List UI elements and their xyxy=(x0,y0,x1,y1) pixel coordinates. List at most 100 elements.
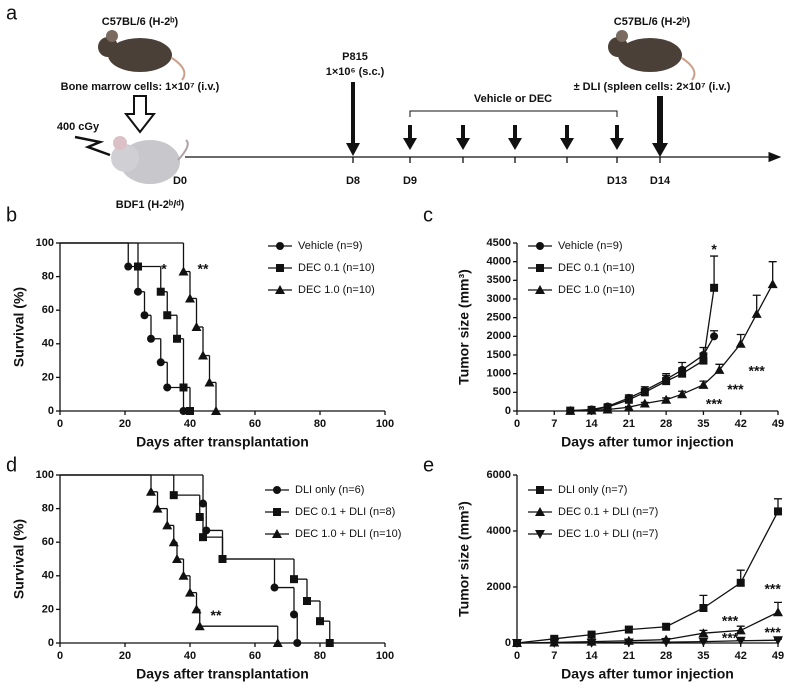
marker xyxy=(273,508,281,516)
y-tick-label: 0 xyxy=(48,405,54,417)
x-tick-label: 35 xyxy=(697,650,709,662)
significance: * xyxy=(711,241,717,257)
x-axis-title: Days after transplantation xyxy=(136,666,309,682)
tumor-dose-label: 1×10⁶ (s.c.) xyxy=(326,66,385,78)
tumor-label: P815 xyxy=(342,51,368,63)
marker xyxy=(710,283,719,292)
significance: *** xyxy=(706,396,723,412)
x-tick-label: 28 xyxy=(660,418,672,430)
x-tick-label: 14 xyxy=(585,650,598,662)
marker xyxy=(602,404,613,414)
dli-arrow xyxy=(652,96,668,157)
marker xyxy=(124,262,133,271)
marker xyxy=(152,503,163,513)
marker xyxy=(198,350,208,360)
legend-label: DLI only (n=7) xyxy=(558,484,627,496)
marker xyxy=(714,364,725,374)
y-tick-label: 4000 xyxy=(487,525,511,537)
x-axis-title: Days after tumor injection xyxy=(561,434,734,450)
marker xyxy=(735,338,746,348)
x-axis-title: Days after tumor injection xyxy=(561,666,734,682)
x-tick-label: 100 xyxy=(376,650,394,662)
marker xyxy=(662,622,671,631)
series-line xyxy=(516,511,779,644)
marker xyxy=(163,311,172,320)
marker xyxy=(195,513,204,521)
marker xyxy=(199,499,207,508)
day-label: D13 xyxy=(607,175,627,187)
marker xyxy=(218,555,227,563)
marker xyxy=(316,617,324,626)
panel-label: b xyxy=(6,204,17,226)
x-tick-label: 80 xyxy=(314,650,326,662)
marker xyxy=(272,638,283,647)
marker xyxy=(774,507,782,516)
donor-label: C57BL/6 (H-2ᵇ) xyxy=(102,16,179,28)
marker xyxy=(699,604,708,612)
y-tick-label: 3000 xyxy=(487,293,511,305)
x-tick-label: 42 xyxy=(735,650,747,662)
dli-label: ± DLI (spleen cells: 2×10⁷ (i.v.) xyxy=(574,81,731,93)
marker xyxy=(147,334,155,343)
marker xyxy=(146,486,156,496)
y-tick-label: 80 xyxy=(42,271,54,283)
marker xyxy=(624,625,633,634)
marker xyxy=(185,587,195,597)
x-tick-label: 42 xyxy=(735,418,747,430)
marker xyxy=(191,322,202,331)
marker xyxy=(178,570,189,580)
y-axis-title: Tumor size (mm³) xyxy=(456,501,472,617)
chart: b 0 20 40 60 80 100 0 20 40 60 80 100 Days after tran… xyxy=(6,204,394,449)
marker xyxy=(699,356,708,365)
marker xyxy=(587,630,596,639)
marker xyxy=(325,639,334,647)
marker xyxy=(156,287,165,296)
marker xyxy=(767,279,778,289)
marker xyxy=(624,395,633,404)
marker xyxy=(204,377,215,387)
marker xyxy=(639,398,650,408)
marker xyxy=(661,394,672,404)
marker xyxy=(178,266,189,276)
y-tick-label: 500 xyxy=(493,386,511,398)
marker xyxy=(536,242,544,250)
y-tick-label: 40 xyxy=(42,570,54,582)
dose-arrow xyxy=(560,125,574,150)
marker xyxy=(640,388,649,397)
lightning xyxy=(74,135,111,157)
day-label: D14 xyxy=(650,175,671,187)
y-tick-label: 3500 xyxy=(487,274,511,286)
marker xyxy=(156,358,165,367)
marker xyxy=(698,637,709,647)
y-tick-label: 60 xyxy=(42,536,54,548)
legend-label: DLI only (n=6) xyxy=(295,484,364,496)
series-line xyxy=(570,336,715,412)
y-tick-label: 0 xyxy=(505,405,511,417)
panel-label: d xyxy=(6,454,17,476)
tumor-arrow xyxy=(346,82,360,156)
x-tick-label: 49 xyxy=(772,650,784,662)
marker xyxy=(186,407,194,415)
day-label: D9 xyxy=(403,175,417,187)
marker xyxy=(173,334,181,343)
x-tick-label: 60 xyxy=(249,418,261,430)
bm-label: Bone marrow cells: 1×10⁷ (i.v.) xyxy=(61,81,220,93)
y-tick-label: 6000 xyxy=(487,469,511,481)
x-tick-label: 0 xyxy=(514,418,520,430)
x-tick-label: 21 xyxy=(623,418,635,430)
marker xyxy=(710,332,719,341)
x-tick-label: 21 xyxy=(623,650,635,662)
marker xyxy=(140,311,149,320)
dli-mouse xyxy=(608,30,696,81)
y-tick-label: 0 xyxy=(505,637,511,649)
marker xyxy=(270,583,279,592)
marker xyxy=(134,262,142,271)
x-axis-title: Days after transplantation xyxy=(136,434,309,450)
legend-label: DEC 0.1 + DLI (n=8) xyxy=(295,506,395,518)
marker xyxy=(698,379,709,389)
marker xyxy=(736,578,745,587)
chart: c 0 500 1000 1500 2000 2500 3000 3500 4000 4500 0 7 1… xyxy=(423,204,784,449)
y-tick-label: 1500 xyxy=(487,349,511,361)
chart: d 0 20 40 60 80 100 0 20 40 60 80 100 Days after tran… xyxy=(6,454,401,681)
significance: *** xyxy=(764,624,781,640)
